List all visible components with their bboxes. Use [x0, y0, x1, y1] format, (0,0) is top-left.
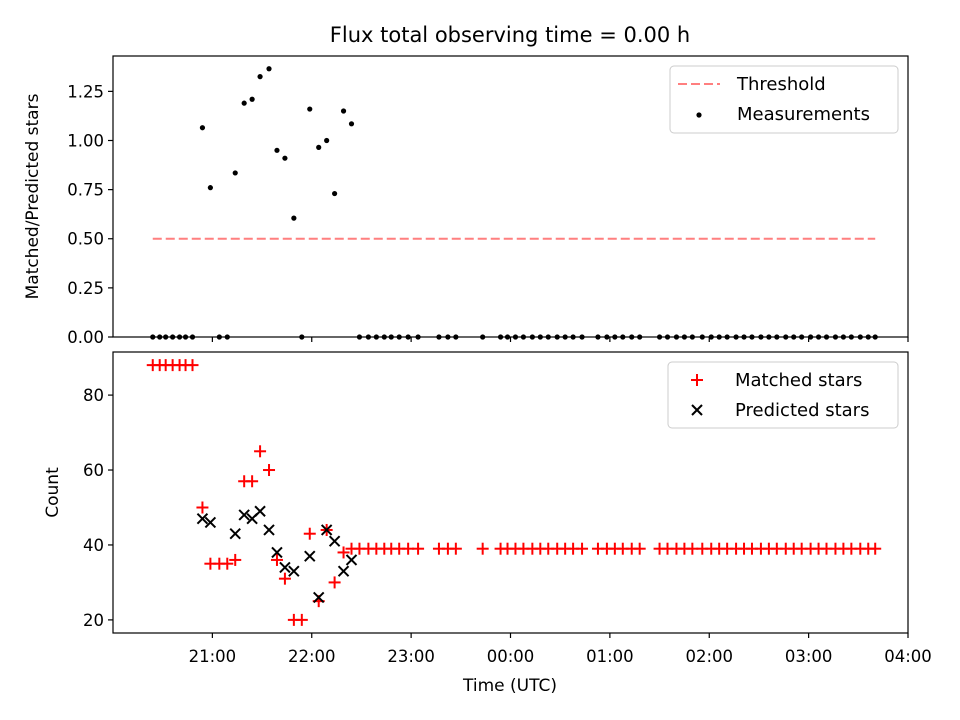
- measurement-point: [340, 108, 347, 114]
- predicted-star-point: [254, 505, 266, 517]
- x-tick-label: 23:00: [387, 647, 435, 666]
- top-legend: Threshold Measurements: [669, 65, 899, 134]
- matched-star-point: [337, 546, 350, 559]
- x-tick-label: 21:00: [189, 647, 237, 666]
- top-y-ticks: 0.00 0.25 0.50 0.75 1.00 1.25: [67, 82, 113, 347]
- bottom-y-ticks: 20 40 60 80: [83, 386, 113, 630]
- matched-star-point: [576, 542, 589, 555]
- measurement-point: [199, 125, 206, 131]
- measurement-point: [207, 185, 213, 191]
- predicted-star-point: [288, 565, 300, 577]
- predicted-star-point: [328, 535, 341, 547]
- legend-matched-marker: [691, 374, 703, 386]
- measurement-point: [274, 147, 280, 153]
- predicted-star-point: [320, 524, 333, 536]
- legend-threshold-label: Threshold: [736, 74, 826, 95]
- bottom-axes-frame: [112, 351, 909, 634]
- bottom-y-axis-label: Count: [43, 467, 63, 518]
- predicted-star-point: [279, 561, 291, 574]
- y-tick-label: 20: [83, 611, 104, 630]
- legend-measurements-label: Measurements: [737, 104, 870, 125]
- legend-predicted-marker: [691, 404, 703, 416]
- predicted-star-point: [312, 591, 325, 604]
- matched-star-point: [303, 527, 316, 540]
- measurement-point: [332, 190, 338, 197]
- matched-star-point: [633, 542, 646, 555]
- matched-star-point: [278, 572, 291, 585]
- y-tick-label: 0.25: [67, 279, 104, 298]
- predicted-star-point: [345, 554, 358, 566]
- matched-star-point: [328, 576, 341, 589]
- top-y-axis-label: Matched/Predicted stars: [23, 93, 43, 299]
- y-tick-label: 0.75: [67, 181, 104, 200]
- y-tick-label: 40: [83, 536, 104, 555]
- predicted-star-point: [196, 513, 209, 525]
- bottom-legend: Matched stars Predicted stars: [667, 361, 899, 429]
- measurement-point: [324, 137, 330, 144]
- bottom-legend-frame: [667, 361, 899, 429]
- matched-star-point: [186, 359, 199, 372]
- predicted-star-point: [263, 524, 275, 536]
- measurement-point: [348, 121, 355, 127]
- matched-star-point: [270, 553, 283, 566]
- y-tick-label: 0.00: [67, 328, 104, 347]
- measurement-point: [257, 74, 263, 80]
- predicted-star-point: [238, 509, 250, 521]
- x-tick-label: 03:00: [785, 647, 833, 666]
- legend-predicted-label: Predicted stars: [735, 400, 869, 421]
- bottom-x-axis-label: Time (UTC): [462, 676, 557, 696]
- matched-star-point: [476, 542, 489, 555]
- panel-top: 0.00 0.25 0.50 0.75 1.00 1.25 Matched/Predict…: [23, 55, 909, 347]
- matched-star-point: [221, 557, 234, 570]
- predicted-star-point: [304, 550, 316, 562]
- predicted-star-point: [229, 528, 241, 540]
- measurement-point: [282, 155, 288, 161]
- y-tick-label: 1.00: [67, 131, 104, 150]
- measurement-point: [232, 170, 238, 176]
- top-legend-frame: [669, 65, 899, 134]
- x-tick-label: 02:00: [685, 647, 733, 666]
- y-tick-label: 0.50: [67, 230, 104, 249]
- x-tick-label: 00:00: [487, 647, 535, 666]
- x-tick-label: 22:00: [288, 647, 336, 666]
- measurement-point: [266, 66, 272, 72]
- y-tick-label: 80: [83, 386, 104, 405]
- y-tick-label: 1.25: [67, 82, 104, 101]
- predicted-star-point: [271, 546, 283, 559]
- matched-star-point: [295, 613, 308, 626]
- matched-star-point: [246, 475, 259, 488]
- matched-star-point: [263, 464, 276, 477]
- measurement-point: [241, 100, 247, 106]
- top-axes-frame: [112, 55, 909, 338]
- bottom-series: [146, 359, 882, 626]
- x-tick-label: 04:00: [884, 647, 932, 666]
- matched-star-point: [449, 542, 462, 555]
- matched-star-point: [412, 542, 425, 555]
- measurement-point: [307, 106, 313, 112]
- matched-star-point: [196, 501, 209, 514]
- bottom-x-ticks: 21:00 22:00 23:00 00:00 01:00 02:00 03:00 04:00: [189, 633, 932, 666]
- y-tick-label: 60: [83, 461, 104, 480]
- legend-matched-label: Matched stars: [735, 370, 862, 391]
- predicted-star-point: [204, 516, 217, 529]
- matched-star-point: [229, 553, 242, 566]
- x-tick-label: 01:00: [586, 647, 634, 666]
- measurement-point: [316, 144, 322, 150]
- measurement-point: [249, 96, 255, 102]
- panel-bottom: 20 40 60 80 21:00 22:00 23:00 00:00 01:00 02:00 0…: [43, 351, 932, 696]
- figure-title: Flux total observing time = 0.00 h: [330, 23, 690, 47]
- matched-star-point: [254, 445, 267, 458]
- legend-measurements-marker: [696, 112, 702, 118]
- matched-star-point: [869, 542, 882, 555]
- measurement-point: [291, 215, 297, 221]
- predicted-star-point: [337, 565, 350, 577]
